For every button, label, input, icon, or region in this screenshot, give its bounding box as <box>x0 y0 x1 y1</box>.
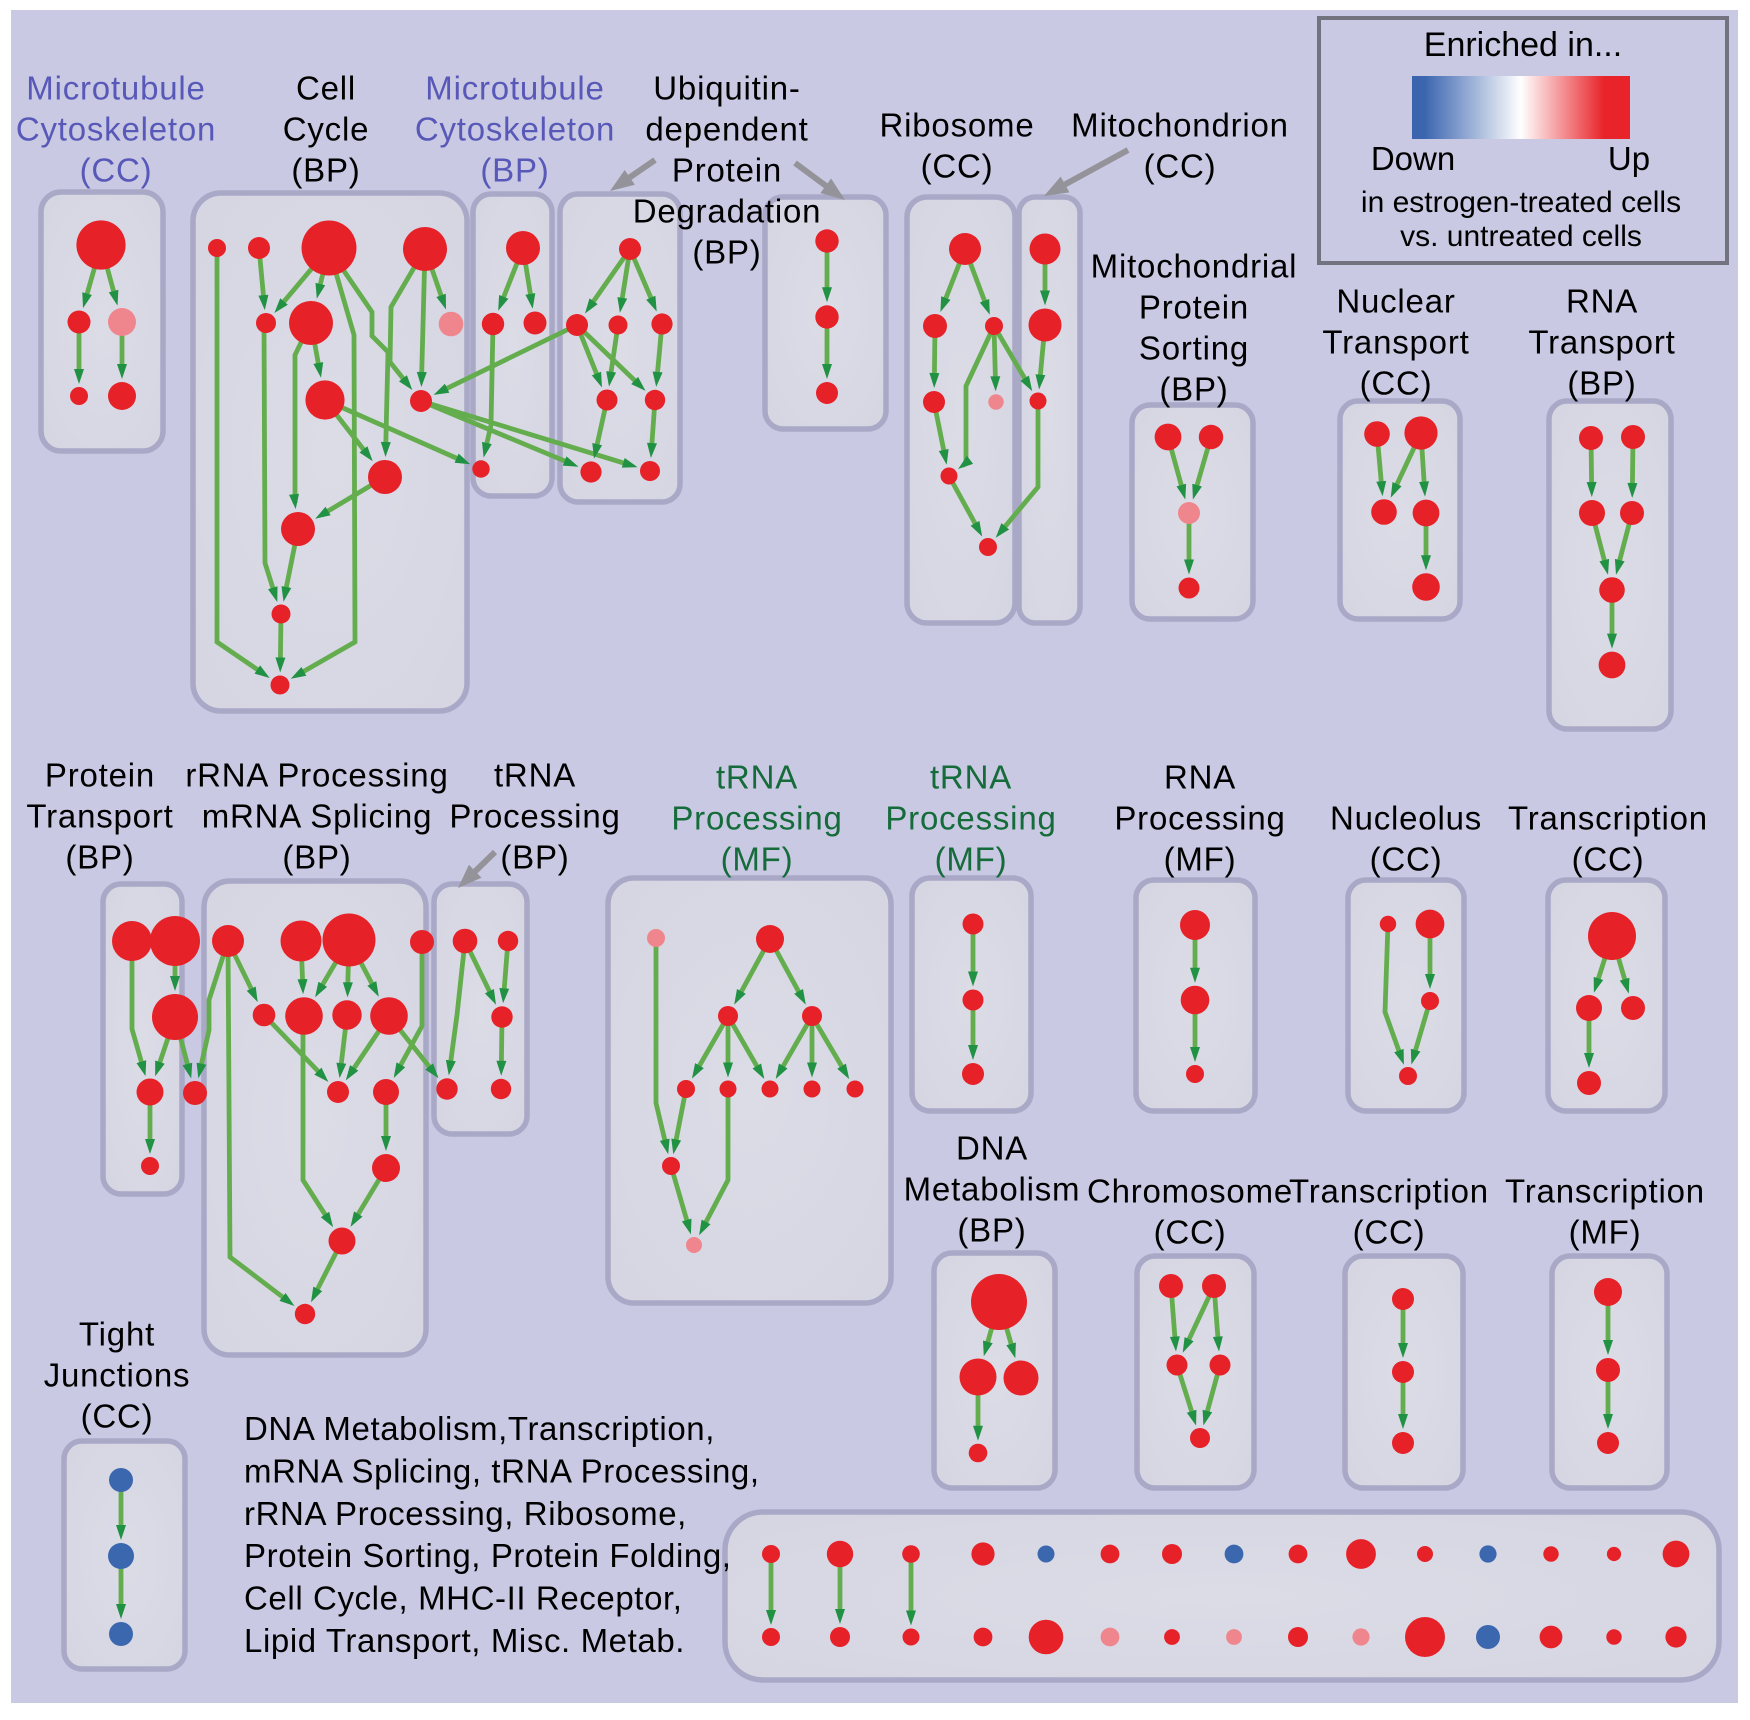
svg-text:Protein: Protein <box>672 152 782 189</box>
svg-text:(CC): (CC) <box>1154 1214 1227 1251</box>
svg-text:DNA Metabolism,Transcription,: DNA Metabolism,Transcription, <box>244 1410 715 1447</box>
svg-text:Mitochondrial: Mitochondrial <box>1091 248 1298 285</box>
svg-text:Cell: Cell <box>296 70 356 107</box>
svg-text:Metabolism: Metabolism <box>904 1171 1081 1208</box>
svg-text:Cytoskeleton: Cytoskeleton <box>16 111 216 148</box>
svg-text:Transport: Transport <box>26 798 173 835</box>
svg-text:rRNA Processing: rRNA Processing <box>185 757 448 794</box>
svg-text:tRNA: tRNA <box>930 759 1012 796</box>
svg-text:(BP): (BP) <box>1567 365 1636 402</box>
svg-text:Cycle: Cycle <box>283 111 370 148</box>
svg-text:Chromosome: Chromosome <box>1087 1173 1293 1210</box>
svg-text:RNA: RNA <box>1164 759 1236 796</box>
svg-text:(CC): (CC) <box>81 1398 154 1435</box>
svg-text:(CC): (CC) <box>80 152 153 189</box>
svg-text:Processing: Processing <box>885 800 1056 837</box>
svg-text:Transport: Transport <box>1322 324 1469 361</box>
svg-text:rRNA Processing, Ribosome,: rRNA Processing, Ribosome, <box>244 1495 687 1532</box>
svg-text:Protein: Protein <box>1139 289 1249 326</box>
svg-text:Enriched in...: Enriched in... <box>1424 26 1622 64</box>
svg-text:in estrogen-treated cells: in estrogen-treated cells <box>1361 186 1681 219</box>
svg-text:(BP): (BP) <box>692 234 761 271</box>
svg-text:Nucleolus: Nucleolus <box>1330 800 1482 837</box>
svg-text:(BP): (BP) <box>282 839 351 876</box>
svg-text:Lipid Transport, Misc. Metab.: Lipid Transport, Misc. Metab. <box>244 1622 685 1659</box>
svg-text:Processing: Processing <box>1114 800 1285 837</box>
svg-text:(CC): (CC) <box>921 148 994 185</box>
svg-text:DNA: DNA <box>956 1130 1028 1167</box>
svg-text:(BP): (BP) <box>291 152 360 189</box>
svg-text:Protein: Protein <box>45 757 155 794</box>
svg-text:Processing: Processing <box>671 800 842 837</box>
svg-text:Protein Sorting, Protein Foldi: Protein Sorting, Protein Folding, <box>244 1537 732 1574</box>
svg-text:Junctions: Junctions <box>44 1357 191 1394</box>
svg-text:tRNA: tRNA <box>716 759 798 796</box>
svg-text:(CC): (CC) <box>1370 841 1443 878</box>
svg-text:Ribosome: Ribosome <box>880 107 1035 144</box>
svg-text:Cytoskeleton: Cytoskeleton <box>415 111 615 148</box>
svg-text:(MF): (MF) <box>1164 841 1237 878</box>
svg-text:(CC): (CC) <box>1572 841 1645 878</box>
svg-text:(BP): (BP) <box>480 152 549 189</box>
svg-text:dependent: dependent <box>645 111 808 148</box>
svg-text:vs. untreated cells: vs. untreated cells <box>1400 220 1642 253</box>
svg-text:Tight: Tight <box>79 1316 155 1353</box>
svg-text:Transport: Transport <box>1528 324 1675 361</box>
svg-text:Transcription: Transcription <box>1508 800 1708 837</box>
svg-text:Nuclear: Nuclear <box>1336 283 1455 320</box>
svg-text:Transcription: Transcription <box>1289 1173 1489 1210</box>
svg-text:Mitochondrion: Mitochondrion <box>1071 107 1289 144</box>
svg-text:Sorting: Sorting <box>1139 330 1249 367</box>
svg-text:(CC): (CC) <box>1353 1214 1426 1251</box>
svg-text:(CC): (CC) <box>1144 148 1217 185</box>
svg-text:mRNA Splicing: mRNA Splicing <box>202 798 432 835</box>
svg-text:(MF): (MF) <box>935 841 1008 878</box>
svg-text:Transcription: Transcription <box>1505 1173 1705 1210</box>
svg-text:Microtubule: Microtubule <box>425 70 604 107</box>
svg-text:(BP): (BP) <box>957 1212 1026 1249</box>
svg-text:(MF): (MF) <box>1569 1214 1642 1251</box>
svg-text:Processing: Processing <box>449 798 620 835</box>
svg-text:Down: Down <box>1371 140 1455 177</box>
svg-text:tRNA: tRNA <box>494 757 576 794</box>
svg-text:(BP): (BP) <box>500 839 569 876</box>
svg-text:(BP): (BP) <box>65 839 134 876</box>
svg-text:Cell Cycle, MHC-II Receptor,: Cell Cycle, MHC-II Receptor, <box>244 1580 683 1617</box>
svg-text:Microtubule: Microtubule <box>26 70 205 107</box>
svg-text:Up: Up <box>1608 140 1650 177</box>
svg-text:(MF): (MF) <box>721 841 794 878</box>
svg-text:Degradation: Degradation <box>633 193 822 230</box>
svg-text:RNA: RNA <box>1566 283 1638 320</box>
svg-text:Ubiquitin-: Ubiquitin- <box>653 70 800 107</box>
svg-text:mRNA Splicing, tRNA Processing: mRNA Splicing, tRNA Processing, <box>244 1452 760 1489</box>
svg-text:(CC): (CC) <box>1360 365 1433 402</box>
svg-text:(BP): (BP) <box>1159 371 1228 408</box>
